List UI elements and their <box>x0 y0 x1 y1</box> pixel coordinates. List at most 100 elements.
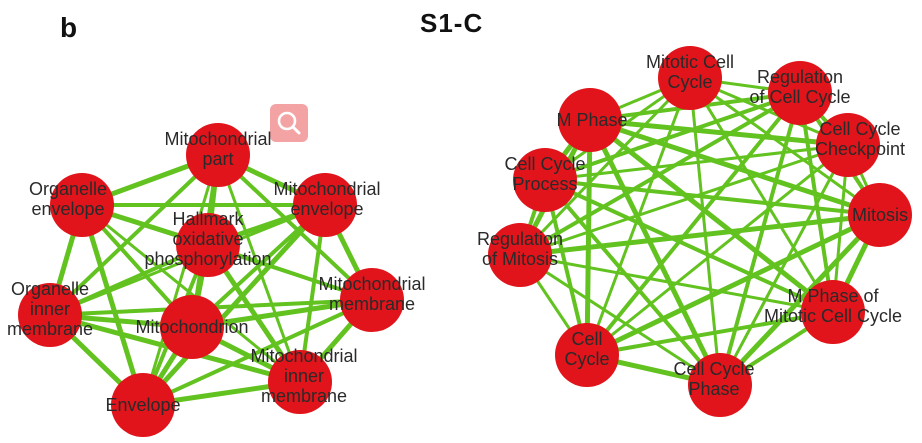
node-mitosis[interactable] <box>848 183 912 247</box>
node-label-line: envelope <box>290 199 363 219</box>
node-label-line: Cell Cycle <box>504 154 585 174</box>
node-hallmark-oxphos[interactable] <box>176 213 240 277</box>
edge-regulation-of-mitosis-cell-cycle-phase <box>518 253 722 387</box>
node-label-line: Checkpoint <box>815 139 905 159</box>
node-mito-membrane[interactable] <box>340 268 404 332</box>
node-label-line: Mitochondrial <box>250 346 357 366</box>
node-label-regulation-of-cell-cycle: Regulation of Cell Cycle <box>749 67 850 107</box>
node-label-line: Cycle <box>564 349 609 369</box>
node-label-line: Mitochondrial <box>318 274 425 294</box>
edge-mitosis-regulation-of-mitosis <box>517 212 883 258</box>
node-label-line: Regulation <box>757 67 843 87</box>
node-envelope[interactable] <box>111 373 175 437</box>
edge-cell-cycle-checkpoint-regulation-of-mitosis <box>518 143 850 257</box>
node-label-envelope: Envelope <box>105 395 180 415</box>
node-label-line: envelope <box>31 199 104 219</box>
right-network: Mitotic Cell Cycle Regulation of Cell Cycle… <box>477 46 912 417</box>
edge-mito-part-organelle-inner-membrane <box>48 153 220 317</box>
node-mito-envelope[interactable] <box>293 173 357 237</box>
node-label-organelle-envelope: Organelle envelope <box>29 179 107 219</box>
node-label-line: inner <box>284 366 324 386</box>
node-label-mitochondrion: Mitochondrion <box>135 317 248 337</box>
node-label-line: part <box>202 149 233 169</box>
edge-m-phase-mitosis <box>587 117 883 218</box>
node-mito-part[interactable] <box>186 123 250 187</box>
edge-cell-cycle-checkpoint-cell-cycle-process <box>543 143 850 182</box>
node-label-line: Cell <box>571 329 602 349</box>
edge-m-phase-of-mitotic-cell-cycle-cell-cycle <box>585 310 835 357</box>
right-edges <box>517 76 883 388</box>
node-label-hallmark-oxphos: Hallmark oxidative phosphorylation <box>144 209 271 269</box>
node-mitochondrion[interactable] <box>160 295 224 359</box>
node-cell-cycle-process[interactable] <box>513 148 577 212</box>
node-label-line: phosphorylation <box>144 249 271 269</box>
node-label-line: Organelle <box>11 279 89 299</box>
edge-cell-cycle-checkpoint-cell-cycle-phase <box>718 143 850 387</box>
node-label-line: Cell Cycle <box>673 359 754 379</box>
node-label-cell-cycle-phase: Cell Cycle Phase <box>673 359 754 399</box>
edge-mitosis-cell-cycle-phase <box>717 212 883 388</box>
node-label-line: Mitosis <box>852 205 908 225</box>
edge-m-phase-cell-cycle <box>584 117 593 358</box>
edge-m-phase-m-phase-of-mitotic-cell-cycle <box>587 117 836 315</box>
node-label-regulation-of-mitosis: Regulation of Mitosis <box>477 229 563 269</box>
node-label-m-phase-of-mitotic-cell-cycle: M Phase of Mitotic Cell Cycle <box>764 286 902 326</box>
node-label-line: Mitotic Cell <box>646 52 734 72</box>
edge-mito-membrane-envelope <box>141 298 374 407</box>
node-cell-cycle-phase[interactable] <box>688 353 752 417</box>
node-label-line: Mitochondrial <box>273 179 380 199</box>
node-label-line: Mitochondrial <box>164 129 271 149</box>
node-label-mito-inner-membrane: Mitochondrial inner membrane <box>250 346 357 406</box>
node-regulation-of-cell-cycle[interactable] <box>768 61 832 125</box>
node-label-line: membrane <box>329 294 415 314</box>
node-label-mito-membrane: Mitochondrial membrane <box>318 274 425 314</box>
node-label-organelle-inner-membrane: Organelle inner membrane <box>7 279 93 339</box>
node-organelle-inner-membrane[interactable] <box>18 283 82 347</box>
panel-letter: b <box>60 12 78 43</box>
edge-organelle-envelope-mito-inner-membrane <box>80 203 302 384</box>
node-label-line: Process <box>512 174 577 194</box>
node-cell-cycle[interactable] <box>555 323 619 387</box>
node-label-mito-part: Mitochondrial part <box>164 129 271 169</box>
node-label-line: Regulation <box>477 229 563 249</box>
node-label-line: Phase <box>688 379 739 399</box>
edge-m-phase-cell-cycle-checkpoint <box>587 117 851 148</box>
node-mito-inner-membrane[interactable] <box>268 350 332 414</box>
node-label-cell-cycle-process: Cell Cycle Process <box>504 154 585 194</box>
node-label-line: membrane <box>261 386 347 406</box>
node-label-line: Hallmark <box>172 209 244 229</box>
node-label-line: Cell Cycle <box>819 119 900 139</box>
node-label-cell-cycle: Cell Cycle <box>564 329 609 369</box>
node-label-line: oxidative <box>172 229 243 249</box>
node-label-line: Envelope <box>105 395 180 415</box>
node-label-line: membrane <box>7 319 93 339</box>
node-label-m-phase: M Phase <box>556 110 627 130</box>
search-button[interactable] <box>270 104 308 142</box>
node-label-line: Mitotic Cell Cycle <box>764 306 902 326</box>
edge-mitotic-cell-cycle-regulation-of-mitosis <box>518 76 692 257</box>
edge-cell-cycle-checkpoint-cell-cycle <box>585 143 850 357</box>
edge-mito-part-envelope <box>141 153 220 407</box>
edge-regulation-of-cell-cycle-cell-cycle-phase <box>718 91 802 387</box>
node-label-mito-envelope: Mitochondrial envelope <box>273 179 380 219</box>
node-m-phase-of-mitotic-cell-cycle[interactable] <box>801 280 865 344</box>
node-label-line: of Cell Cycle <box>749 87 850 107</box>
search-icon <box>277 111 301 135</box>
figure-label: S1-C <box>420 8 484 38</box>
edge-mitotic-cell-cycle-m-phase-of-mitotic-cell-cycle <box>688 76 835 314</box>
edge-cell-cycle-process-mitosis <box>543 178 882 217</box>
edge-cell-cycle-process-m-phase-of-mitotic-cell-cycle <box>543 178 835 314</box>
node-mitotic-cell-cycle[interactable] <box>658 46 722 110</box>
node-cell-cycle-checkpoint[interactable] <box>816 113 880 177</box>
node-organelle-envelope[interactable] <box>50 173 114 237</box>
node-label-line: Mitochondrion <box>135 317 248 337</box>
node-label-line: Organelle <box>29 179 107 199</box>
node-label-mitosis: Mitosis <box>852 205 908 225</box>
edge-cell-cycle-process-cell-cycle-phase <box>543 178 722 387</box>
node-m-phase[interactable] <box>558 88 622 152</box>
node-label-mitotic-cell-cycle: Mitotic Cell Cycle <box>646 52 734 92</box>
node-label-line: M Phase <box>556 110 627 130</box>
node-regulation-of-mitosis[interactable] <box>488 223 552 287</box>
